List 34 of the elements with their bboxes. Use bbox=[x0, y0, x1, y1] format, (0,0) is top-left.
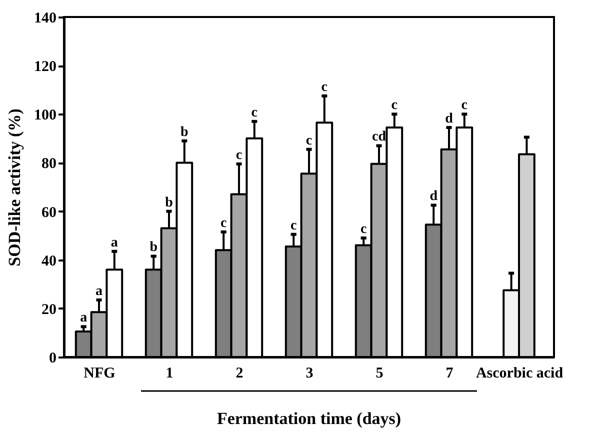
data-label: c bbox=[461, 98, 468, 114]
y-tick-label: 40 bbox=[42, 253, 56, 270]
y-tick-label: 80 bbox=[42, 156, 56, 172]
x-tick-label: 7 bbox=[446, 366, 454, 382]
x-tick-label: NFG bbox=[84, 366, 116, 382]
y-tick-label: 120 bbox=[34, 59, 56, 76]
data-label: c bbox=[290, 218, 297, 234]
y-tick-label: 0 bbox=[49, 350, 56, 366]
y-tick-label: 20 bbox=[42, 302, 56, 318]
data-label: b bbox=[180, 124, 188, 140]
data-label: c bbox=[306, 133, 312, 148]
y-tick-label: 140 bbox=[34, 10, 56, 26]
data-label: c bbox=[391, 98, 398, 114]
data-label: c bbox=[251, 105, 258, 120]
x-tick-label: 1 bbox=[166, 366, 174, 382]
data-label: b bbox=[150, 240, 158, 256]
x-tick-label: Ascorbic acid bbox=[476, 366, 564, 382]
y-axis-title: SOD-like activity (%) bbox=[5, 108, 24, 266]
data-label: d bbox=[430, 189, 438, 204]
y-tick-label: 60 bbox=[42, 204, 56, 221]
data-label: c bbox=[220, 216, 227, 231]
x-tick-label: 5 bbox=[376, 366, 384, 382]
data-label: a bbox=[80, 310, 88, 326]
data-label: a bbox=[110, 235, 118, 250]
data-label: a bbox=[96, 284, 102, 299]
data-label: c bbox=[321, 80, 328, 95]
x-tick-label: 2 bbox=[236, 366, 244, 382]
data-label: b bbox=[165, 195, 174, 210]
data-label: d bbox=[445, 112, 454, 126]
data-label: c bbox=[236, 148, 242, 163]
data-label: c bbox=[360, 222, 367, 237]
x-tick-label: 3 bbox=[306, 366, 314, 382]
x-axis-title: Fermentation time (days) bbox=[216, 409, 402, 428]
y-tick-label: 100 bbox=[34, 108, 56, 124]
